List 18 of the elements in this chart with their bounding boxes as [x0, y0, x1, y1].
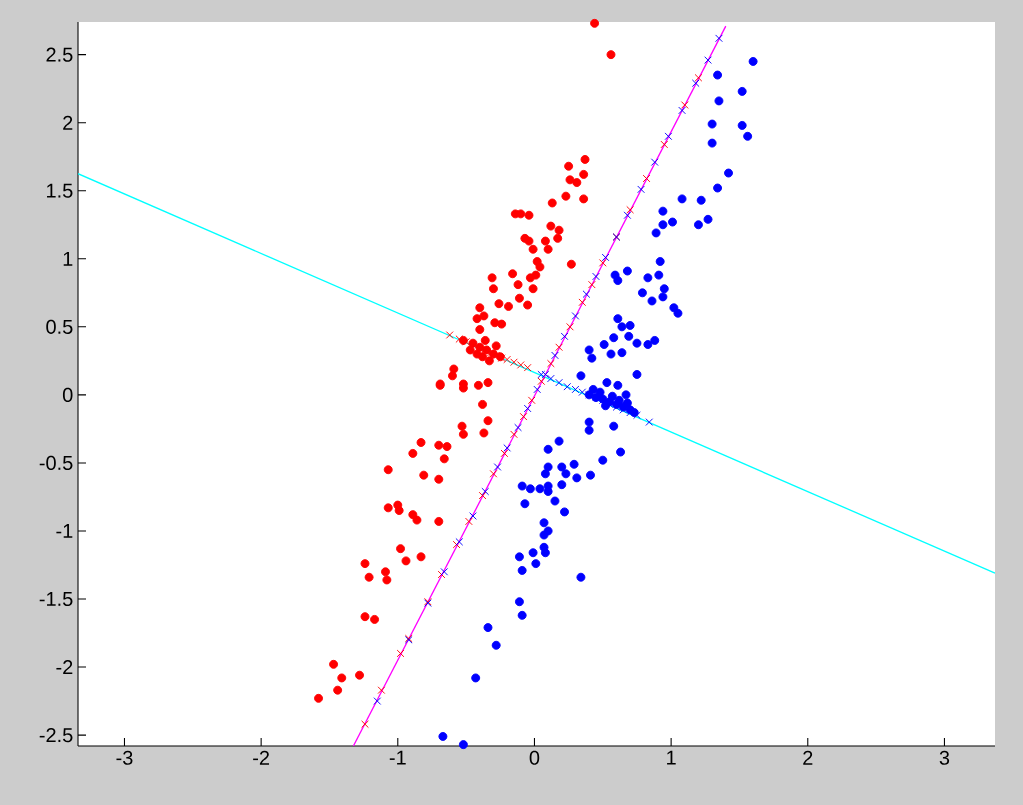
- x-tick-label: -2: [253, 750, 270, 765]
- y-tick-label: 0.5: [46, 319, 73, 334]
- x-tick-label: 0: [529, 750, 540, 765]
- y-tick-label: -0.5: [39, 455, 73, 470]
- x-tick-label: 2: [803, 750, 813, 765]
- y-tick-label: 1: [63, 251, 73, 266]
- x-tick-label: 3: [939, 750, 950, 765]
- y-tick-label: -2: [56, 660, 73, 675]
- x-tick-label: -1: [389, 750, 406, 765]
- y-tick-label: 2.5: [46, 47, 73, 62]
- y-tick-label: -1.5: [39, 592, 73, 606]
- y-tick-label: 1.5: [47, 183, 73, 198]
- y-tick-label: -1: [56, 524, 73, 538]
- y-tick-label: 0: [62, 387, 73, 402]
- y-tick-label: 2: [63, 115, 73, 130]
- x-tick-label: -3: [116, 750, 133, 765]
- y-tick-label: -2.5: [39, 728, 73, 743]
- x-tick-label: 1: [667, 750, 676, 765]
